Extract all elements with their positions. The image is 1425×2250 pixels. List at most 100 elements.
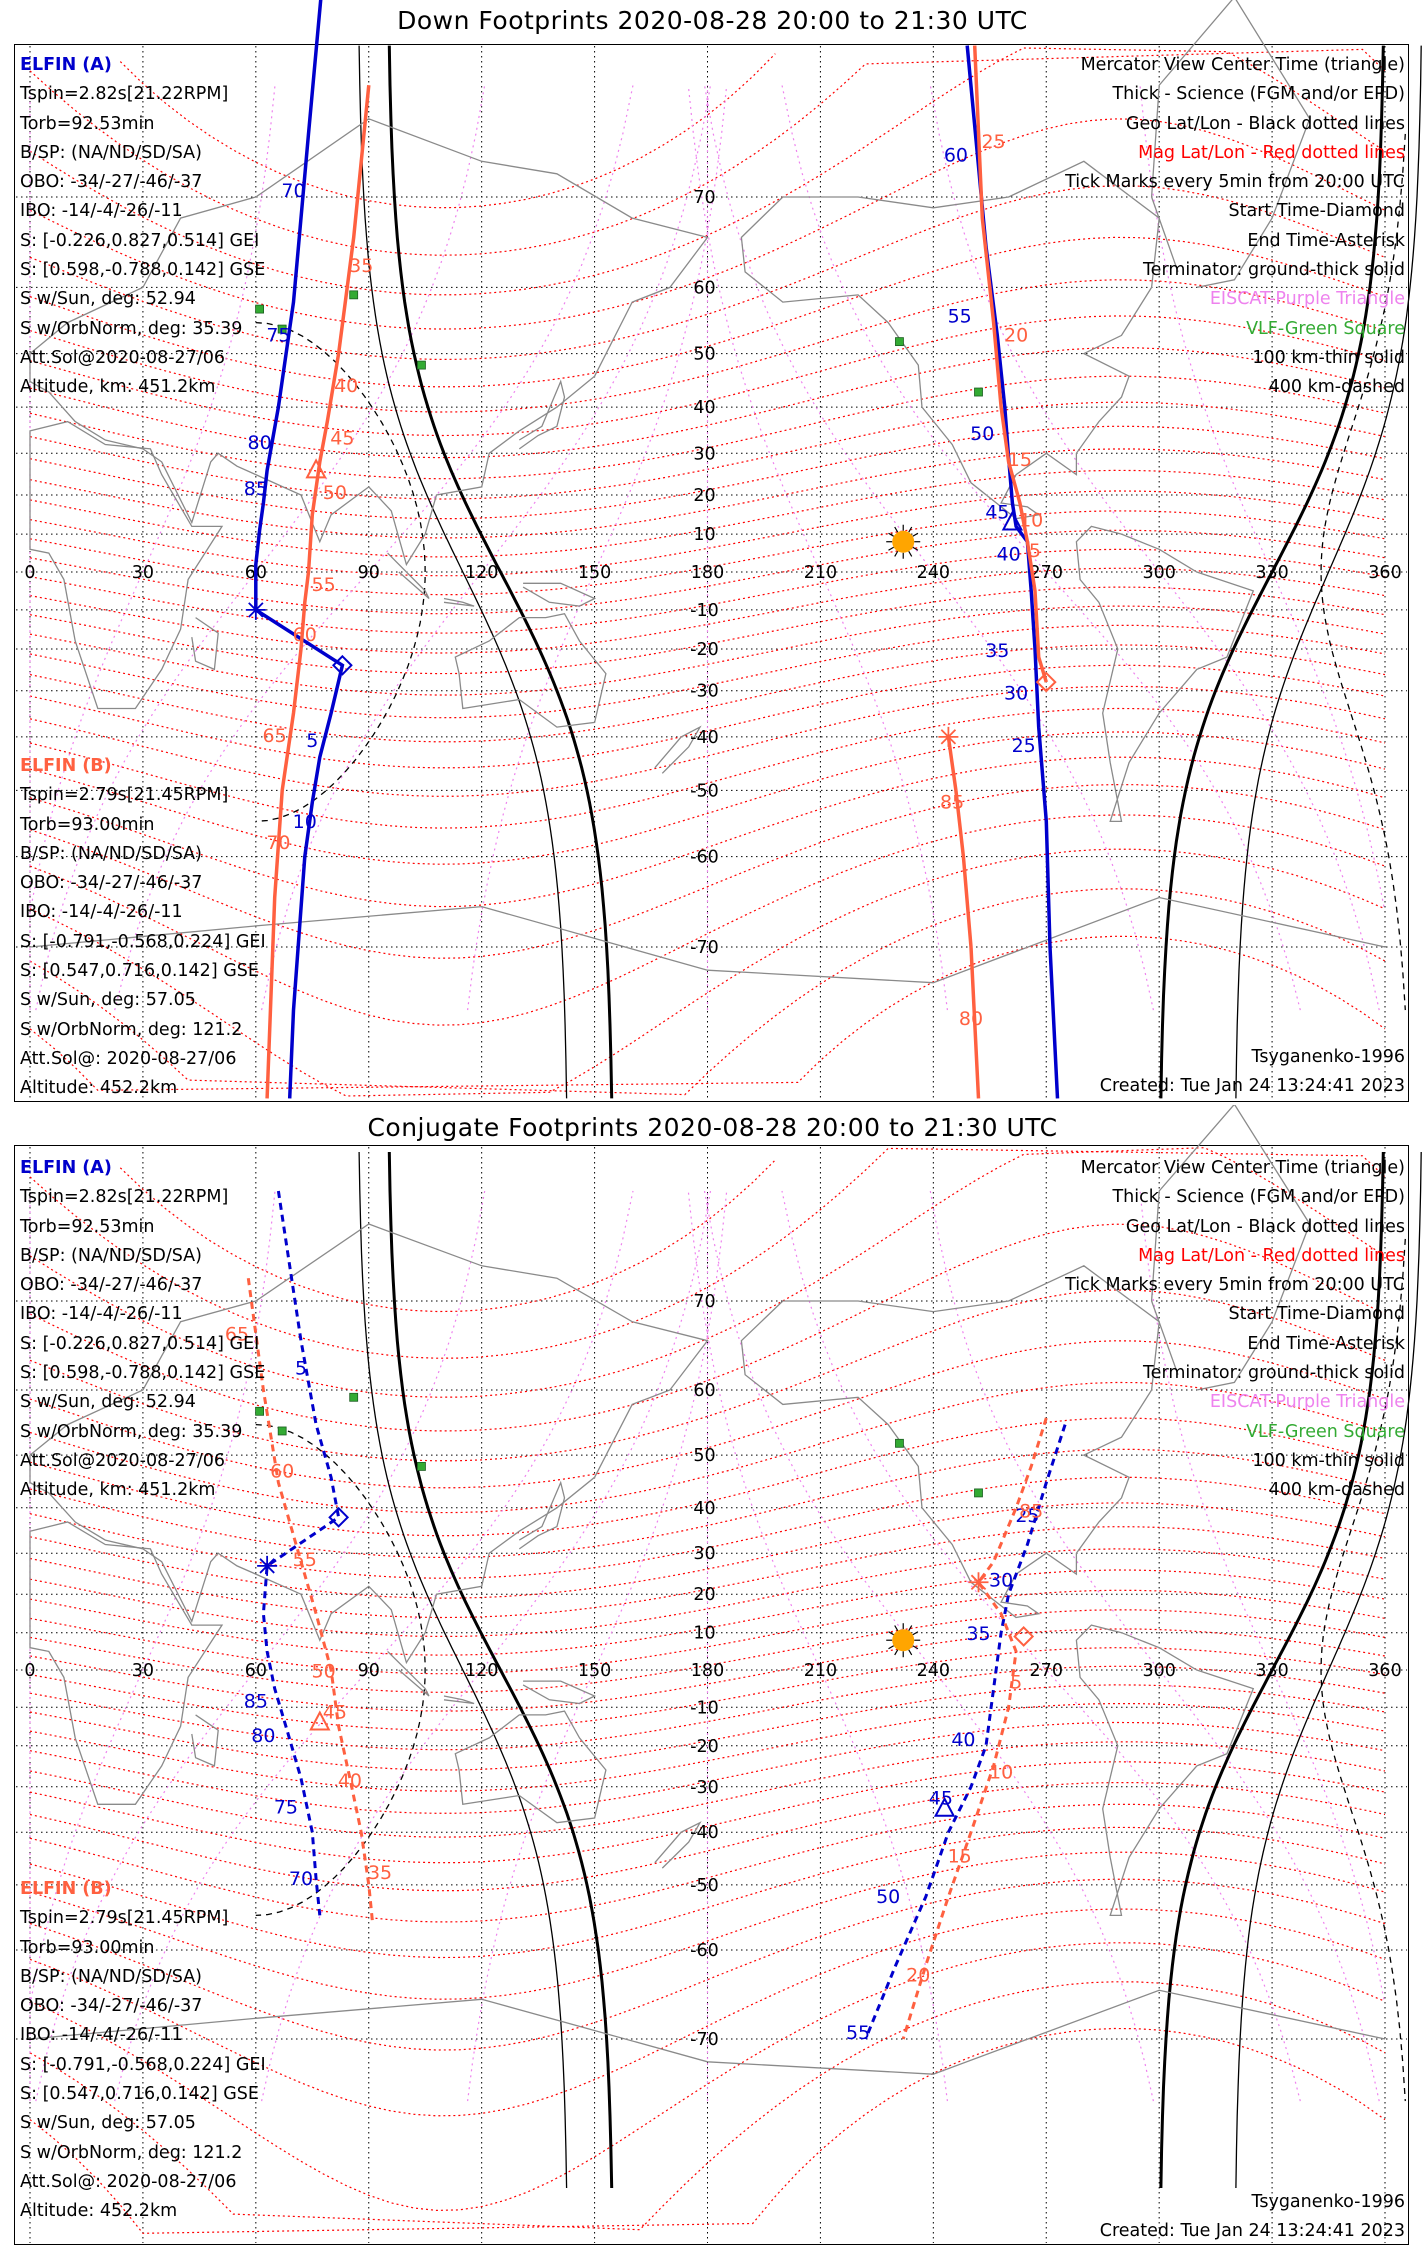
track-tick-label: 10	[989, 1761, 1013, 1783]
track-line	[965, 45, 1060, 1099]
mag-latitude-line	[29, 1942, 1386, 2212]
panel-title: Down Footprints 2020-08-28 20:00 to 21:3…	[397, 6, 1028, 35]
mag-grid	[29, 47, 1386, 1097]
track-tick-label: 60	[293, 624, 317, 646]
elfin-b-heading: ELFIN (B)	[20, 1879, 112, 1899]
longitude-tick-label: 360	[1368, 1661, 1401, 1681]
info-line: Tspin=2.79s[21.45RPM]	[20, 785, 229, 806]
ground-terminator	[1159, 1151, 1385, 2189]
mag-latitude-line	[29, 1147, 1386, 1359]
info-line: Tspin=2.79s[21.45RPM]	[20, 1908, 229, 1929]
sun-ray	[894, 550, 899, 557]
track-tick-label: 85	[940, 792, 964, 814]
legend-item: Terminator: ground-thick solid	[1142, 260, 1405, 281]
latitude-tick-label: 20	[693, 1585, 715, 1605]
longitude-tick-label: 330	[1255, 1661, 1288, 1681]
info-line: S: [-0.791,-0.568,0.224] GEI	[20, 2054, 266, 2075]
mag-latitude-line	[29, 1569, 1386, 1656]
legend-item: 100 km-thin solid	[1252, 347, 1405, 368]
longitude-tick-label: 90	[358, 563, 380, 583]
coastline	[454, 1710, 607, 1824]
longitude-tick-label: 210	[804, 1661, 837, 1681]
center-triangle	[933, 1796, 956, 1817]
info-line: Att.Sol@2020-08-27/06	[20, 1450, 225, 1471]
latitude-tick-label: 20	[693, 486, 715, 506]
track-tick-label: 25	[981, 131, 1005, 153]
legend-item: VLF-Green Square	[1246, 1421, 1405, 1442]
footprint-track: 85 80	[938, 726, 983, 1099]
track-tick-label: 65	[225, 1324, 249, 1346]
coastline	[29, 1521, 224, 1805]
info-line: S w/Sun, deg: 52.94	[20, 289, 196, 310]
latitude-tick-label: -20	[690, 1737, 719, 1757]
info-line: OBO: -34/-27/-46/-37	[20, 873, 203, 894]
info-line: Att.Sol@2020-08-27/06	[20, 347, 225, 368]
mag-longitude-line	[1139, 85, 1385, 907]
ground-terminator	[387, 45, 614, 1099]
coastline	[1075, 1624, 1255, 1917]
mag-latitude-line	[29, 2027, 1386, 2234]
sun-ray	[908, 1625, 913, 1631]
vlf-station-square	[895, 1438, 904, 1448]
center-triangle	[305, 458, 327, 479]
latitude-tick-label: -40	[690, 1823, 719, 1843]
legend-item: VLF-Green Square	[1246, 318, 1405, 339]
info-line: Att.Sol@: 2020-08-27/06	[20, 2171, 237, 2192]
info-line: S: [-0.791,-0.568,0.224] GEI	[20, 931, 266, 952]
track-line	[972, 45, 1048, 683]
longitude-tick-label: 300	[1142, 1661, 1175, 1681]
footprint-track: 85 5 10 15 20	[901, 1417, 1048, 2040]
track-tick-label: 60	[944, 144, 968, 166]
track-tick-label: 85	[1019, 1500, 1043, 1522]
info-line: B/SP: (NA/ND/SD/SA)	[20, 142, 202, 163]
mag-longitude-line	[687, 1190, 948, 2102]
mag-latitude-line	[29, 375, 1386, 480]
elfin-a-info: ELFIN (A) Tspin=2.82s[21.22RPM] Torb=92.5…	[20, 51, 265, 403]
sun-ray	[894, 1649, 899, 1656]
info-line: S w/OrbNorm, deg: 121.2	[20, 2142, 243, 2163]
track-line	[864, 1424, 1067, 2040]
axis-tick-labels: 0 30 60 90 120 150 180 210 240 270 300 330 360 70 60 50…	[24, 188, 1401, 958]
mag-latitude-line	[29, 1878, 1386, 2051]
latitude-tick-label: -50	[690, 1876, 719, 1896]
track-tick-label: 35	[985, 640, 1009, 662]
terminator	[255, 45, 1422, 1099]
longitude-tick-label: 330	[1255, 563, 1288, 583]
latitude-tick-label: 50	[693, 345, 715, 365]
sun-ray	[908, 526, 913, 533]
mag-longitude-line	[114, 1190, 634, 2102]
coastline	[522, 582, 597, 607]
track-tick-label: 35	[966, 1623, 990, 1645]
info-line: B/SP: (NA/ND/SD/SA)	[20, 1245, 202, 1266]
track-tick-label: 45	[323, 1702, 347, 1724]
map-frame	[14, 1145, 1409, 2245]
sun-ray	[908, 550, 913, 557]
coastline	[29, 1989, 1386, 2075]
track-tick-label: 5	[1010, 1672, 1022, 1694]
terminator	[255, 1151, 1422, 2189]
footprint-map: 0 30 60 90 120 150 180 210 240 270 300 330 360 70 60 50…	[16, 0, 1422, 1100]
track-tick-label: 30	[989, 1569, 1013, 1591]
longitude-tick-label: 120	[465, 563, 498, 583]
longitude-tick-label: 270	[1030, 563, 1063, 583]
elfin-a-lines: Tspin=2.82s[21.22RPM] Torb=92.53min B/SP: …	[20, 1183, 265, 1505]
sun-disc	[892, 530, 915, 553]
legend-item: Thick - Science (FGM and/or EPD)	[1112, 1187, 1405, 1208]
latitude-tick-label: -60	[690, 848, 719, 868]
sun-ray	[888, 1631, 894, 1636]
mag-latitude-line	[29, 185, 1386, 361]
legend-item: Start Time-Diamond	[1228, 201, 1405, 222]
mag-latitude-line	[29, 1665, 1386, 1751]
track-tick-label: 80	[959, 1008, 983, 1030]
mag-latitude-line	[29, 1981, 1386, 2231]
coastline	[29, 420, 224, 710]
sun-ray	[888, 546, 894, 551]
created-timestamp: Created: Tue Jan 24 13:24:41 2023	[1099, 2221, 1405, 2241]
elfin-b-lines: Tspin=2.79s[21.45RPM] Torb=93.00min B/SP: …	[20, 781, 266, 1103]
info-line: OBO: -34/-27/-46/-37	[20, 172, 203, 193]
map-frame	[14, 44, 1409, 1102]
info-line: OBO: -34/-27/-46/-37	[20, 1275, 203, 1296]
mag-latitude-line	[29, 1340, 1386, 1489]
latitude-tick-label: 30	[693, 444, 715, 464]
axis-tick-labels: 0 30 60 90 120 150 180 210 240 270 300 330 360 70 60 50…	[24, 1292, 1401, 2050]
